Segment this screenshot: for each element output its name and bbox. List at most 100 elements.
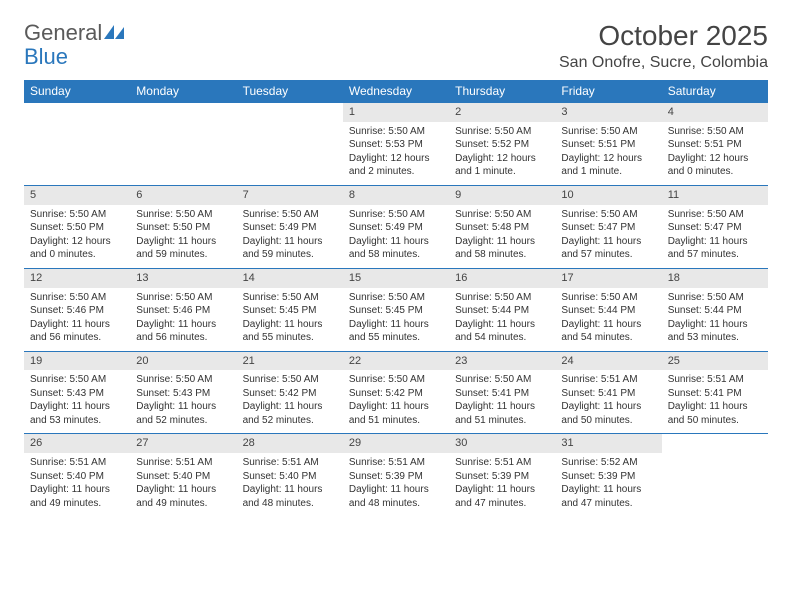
daylight-line: Daylight: 12 hours and 0 minutes. — [30, 235, 124, 262]
sunset-line: Sunset: 5:47 PM — [561, 221, 655, 235]
sunrise-line: Sunrise: 5:50 AM — [30, 291, 124, 305]
daylight-line: Daylight: 11 hours and 56 minutes. — [30, 318, 124, 345]
sunrise-line: Sunrise: 5:50 AM — [30, 208, 124, 222]
day-number: 13 — [130, 269, 236, 288]
daylight-line: Daylight: 11 hours and 55 minutes. — [349, 318, 443, 345]
weekday-header: Thursday — [449, 80, 555, 103]
day-body: Sunrise: 5:50 AMSunset: 5:46 PMDaylight:… — [24, 288, 130, 351]
sunrise-line: Sunrise: 5:50 AM — [561, 125, 655, 139]
daylight-line: Daylight: 11 hours and 57 minutes. — [668, 235, 762, 262]
calendar-day: 17Sunrise: 5:50 AMSunset: 5:44 PMDayligh… — [555, 268, 661, 351]
sunrise-line: Sunrise: 5:50 AM — [136, 208, 230, 222]
sunrise-line: Sunrise: 5:51 AM — [668, 373, 762, 387]
logo: General — [24, 20, 126, 46]
day-body: Sunrise: 5:50 AMSunset: 5:43 PMDaylight:… — [130, 370, 236, 433]
daylight-line: Daylight: 11 hours and 59 minutes. — [243, 235, 337, 262]
day-body: Sunrise: 5:50 AMSunset: 5:46 PMDaylight:… — [130, 288, 236, 351]
day-number: 4 — [662, 103, 768, 122]
sunset-line: Sunset: 5:53 PM — [349, 138, 443, 152]
day-number: 24 — [555, 352, 661, 371]
sunrise-line: Sunrise: 5:50 AM — [136, 373, 230, 387]
day-number: 2 — [449, 103, 555, 122]
sunrise-line: Sunrise: 5:50 AM — [349, 373, 443, 387]
calendar-row: 1Sunrise: 5:50 AMSunset: 5:53 PMDaylight… — [24, 103, 768, 186]
daylight-line: Daylight: 11 hours and 56 minutes. — [136, 318, 230, 345]
day-body: Sunrise: 5:50 AMSunset: 5:45 PMDaylight:… — [237, 288, 343, 351]
day-number: 10 — [555, 186, 661, 205]
sunrise-line: Sunrise: 5:51 AM — [136, 456, 230, 470]
sunset-line: Sunset: 5:49 PM — [349, 221, 443, 235]
daylight-line: Daylight: 12 hours and 1 minute. — [561, 152, 655, 179]
sunset-line: Sunset: 5:40 PM — [243, 470, 337, 484]
day-body: Sunrise: 5:50 AMSunset: 5:51 PMDaylight:… — [555, 122, 661, 185]
calendar-day: 23Sunrise: 5:50 AMSunset: 5:41 PMDayligh… — [449, 351, 555, 434]
calendar-row: 5Sunrise: 5:50 AMSunset: 5:50 PMDaylight… — [24, 185, 768, 268]
calendar-day: 30Sunrise: 5:51 AMSunset: 5:39 PMDayligh… — [449, 434, 555, 516]
day-body: Sunrise: 5:50 AMSunset: 5:53 PMDaylight:… — [343, 122, 449, 185]
day-body: Sunrise: 5:50 AMSunset: 5:51 PMDaylight:… — [662, 122, 768, 185]
day-body: Sunrise: 5:50 AMSunset: 5:52 PMDaylight:… — [449, 122, 555, 185]
day-body: Sunrise: 5:50 AMSunset: 5:45 PMDaylight:… — [343, 288, 449, 351]
daylight-line: Daylight: 11 hours and 53 minutes. — [30, 400, 124, 427]
sunrise-line: Sunrise: 5:50 AM — [455, 373, 549, 387]
sunrise-line: Sunrise: 5:50 AM — [136, 291, 230, 305]
sunset-line: Sunset: 5:39 PM — [561, 470, 655, 484]
day-body: Sunrise: 5:51 AMSunset: 5:40 PMDaylight:… — [237, 453, 343, 516]
logo-text-blue: Blue — [24, 44, 68, 69]
daylight-line: Daylight: 11 hours and 47 minutes. — [561, 483, 655, 510]
daylight-line: Daylight: 11 hours and 49 minutes. — [136, 483, 230, 510]
calendar-day: 14Sunrise: 5:50 AMSunset: 5:45 PMDayligh… — [237, 268, 343, 351]
sunset-line: Sunset: 5:40 PM — [136, 470, 230, 484]
day-number: 22 — [343, 352, 449, 371]
sunset-line: Sunset: 5:43 PM — [30, 387, 124, 401]
sunrise-line: Sunrise: 5:50 AM — [349, 208, 443, 222]
sunrise-line: Sunrise: 5:50 AM — [455, 125, 549, 139]
day-number: 20 — [130, 352, 236, 371]
calendar-day: 13Sunrise: 5:50 AMSunset: 5:46 PMDayligh… — [130, 268, 236, 351]
day-body: Sunrise: 5:51 AMSunset: 5:39 PMDaylight:… — [343, 453, 449, 516]
title-block: October 2025 San Onofre, Sucre, Colombia — [559, 20, 768, 72]
day-number: 3 — [555, 103, 661, 122]
calendar-day: 12Sunrise: 5:50 AMSunset: 5:46 PMDayligh… — [24, 268, 130, 351]
day-number: 16 — [449, 269, 555, 288]
daylight-line: Daylight: 11 hours and 50 minutes. — [561, 400, 655, 427]
daylight-line: Daylight: 11 hours and 53 minutes. — [668, 318, 762, 345]
sunrise-line: Sunrise: 5:50 AM — [243, 208, 337, 222]
day-number: 11 — [662, 186, 768, 205]
daylight-line: Daylight: 12 hours and 2 minutes. — [349, 152, 443, 179]
day-number: 29 — [343, 434, 449, 453]
calendar-day: 2Sunrise: 5:50 AMSunset: 5:52 PMDaylight… — [449, 103, 555, 186]
sunrise-line: Sunrise: 5:50 AM — [243, 373, 337, 387]
calendar-day: 21Sunrise: 5:50 AMSunset: 5:42 PMDayligh… — [237, 351, 343, 434]
calendar-empty — [237, 103, 343, 186]
day-body: Sunrise: 5:51 AMSunset: 5:41 PMDaylight:… — [555, 370, 661, 433]
day-body: Sunrise: 5:51 AMSunset: 5:41 PMDaylight:… — [662, 370, 768, 433]
sunset-line: Sunset: 5:44 PM — [561, 304, 655, 318]
day-number: 23 — [449, 352, 555, 371]
calendar-day: 24Sunrise: 5:51 AMSunset: 5:41 PMDayligh… — [555, 351, 661, 434]
day-body: Sunrise: 5:50 AMSunset: 5:48 PMDaylight:… — [449, 205, 555, 268]
weekday-header: Tuesday — [237, 80, 343, 103]
calendar-day: 10Sunrise: 5:50 AMSunset: 5:47 PMDayligh… — [555, 185, 661, 268]
calendar-body: 1Sunrise: 5:50 AMSunset: 5:53 PMDaylight… — [24, 103, 768, 517]
day-body: Sunrise: 5:50 AMSunset: 5:50 PMDaylight:… — [24, 205, 130, 268]
day-number: 8 — [343, 186, 449, 205]
sunrise-line: Sunrise: 5:50 AM — [349, 125, 443, 139]
day-number: 19 — [24, 352, 130, 371]
day-number: 21 — [237, 352, 343, 371]
day-number: 18 — [662, 269, 768, 288]
sunset-line: Sunset: 5:42 PM — [349, 387, 443, 401]
logo-sail-icon — [104, 25, 126, 41]
day-number: 5 — [24, 186, 130, 205]
sunset-line: Sunset: 5:39 PM — [455, 470, 549, 484]
sunset-line: Sunset: 5:50 PM — [136, 221, 230, 235]
day-body: Sunrise: 5:50 AMSunset: 5:50 PMDaylight:… — [130, 205, 236, 268]
sunset-line: Sunset: 5:40 PM — [30, 470, 124, 484]
calendar-day: 4Sunrise: 5:50 AMSunset: 5:51 PMDaylight… — [662, 103, 768, 186]
day-number: 9 — [449, 186, 555, 205]
day-body: Sunrise: 5:50 AMSunset: 5:44 PMDaylight:… — [662, 288, 768, 351]
day-body: Sunrise: 5:50 AMSunset: 5:42 PMDaylight:… — [237, 370, 343, 433]
sunset-line: Sunset: 5:41 PM — [561, 387, 655, 401]
sunrise-line: Sunrise: 5:50 AM — [561, 208, 655, 222]
day-number: 27 — [130, 434, 236, 453]
